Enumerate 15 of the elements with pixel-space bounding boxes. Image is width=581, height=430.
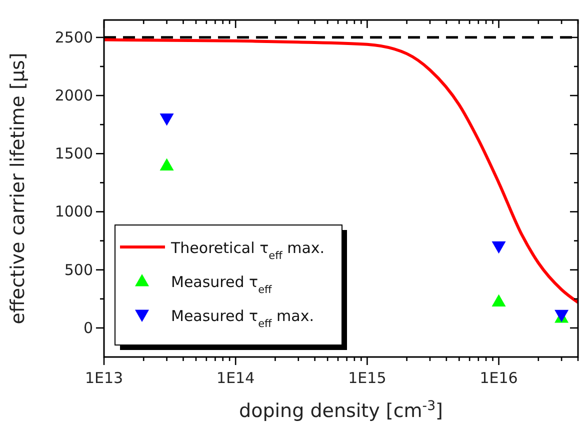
legend-label: Theoretical τ$_{eff}$ max. (170, 239, 325, 262)
y-tick-label: 1000 (54, 202, 93, 221)
y-axis-title: effective carrier lifetime [µs] (7, 52, 29, 324)
y-tick-label: 1500 (54, 144, 93, 163)
x-tick-label: 1E13 (84, 369, 124, 387)
legend-label: Measured τ$_{eff}$ (171, 273, 273, 296)
x-tick-label: 1E15 (348, 369, 386, 387)
x-tick-label: 1E14 (216, 369, 255, 387)
y-tick-label: 0 (83, 318, 93, 337)
y-tick-label: 500 (64, 260, 93, 279)
legend-label: Measured τ$_{eff}$ max. (171, 307, 314, 330)
x-axis-title: doping density [cm$^{-3}$] (239, 398, 443, 422)
y-tick-label: 2500 (54, 28, 93, 46)
y-tick-label: 2000 (54, 86, 93, 105)
x-tick-label: 1E16 (480, 369, 518, 387)
